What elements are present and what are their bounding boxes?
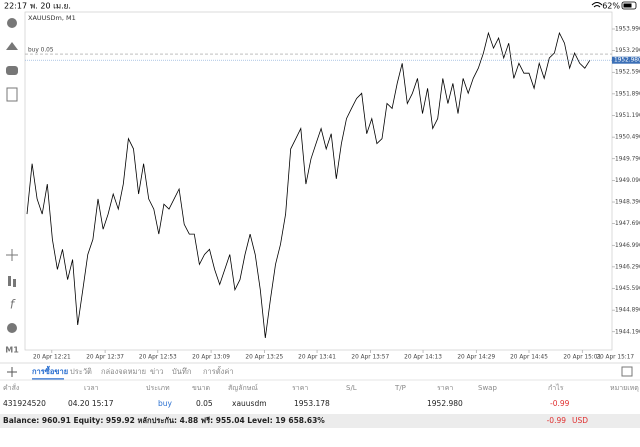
objects-icon[interactable] (7, 323, 17, 333)
column-header: S/L (346, 384, 357, 392)
x-tick-label: 20 Apr 13:25 (245, 355, 283, 361)
timeframe[interactable]: M1 (5, 346, 19, 355)
x-tick-label: 20 Apr 14:29 (457, 355, 495, 361)
column-header: สัญลักษณ์ (228, 384, 258, 392)
y-tick-label: 1951.190 (615, 113, 640, 119)
y-tick-label: 1946.990 (615, 243, 640, 249)
cell-symbol: xauusdm (232, 399, 267, 408)
status-date: พ. 20 เม.ย. (30, 2, 71, 11)
tab[interactable]: การซื้อขาย (32, 365, 68, 376)
y-tick-label: 1945.590 (615, 286, 640, 292)
y-tick-label: 1946.290 (615, 264, 640, 270)
column-header: คำสั่ง (3, 383, 19, 392)
tab[interactable]: ข่าว (150, 367, 164, 376)
battery-fill (623, 3, 632, 8)
cell-profit: -0.99 (550, 399, 570, 408)
tab[interactable]: กล่องจดหมาย (101, 367, 146, 376)
column-header: Swap (478, 384, 497, 392)
plot: 1953.990 1953.290 1952.590 1951.890 1951.190… (25, 26, 640, 361)
bid-marker (612, 56, 640, 64)
cell-price: 1953.178 (294, 399, 330, 408)
x-tick-label: 20 Apr 14:13 (404, 355, 442, 361)
chart-symbol: XAUUSDm, M1 (28, 14, 76, 22)
order-label: buy 0.05 (28, 48, 54, 54)
column-header: ราคา (292, 384, 308, 392)
x-tick-label: 20 Apr 15:01 (563, 355, 601, 361)
column-header: หมายเหตุ (610, 384, 639, 392)
tab[interactable]: ประวัติ (70, 367, 92, 376)
battery-icon (621, 1, 637, 10)
new-order-icon[interactable] (6, 87, 18, 102)
x-tick-label: 20 Apr 13:57 (351, 355, 389, 361)
trade-icon[interactable] (6, 42, 18, 50)
crosshair-icon[interactable] (6, 249, 18, 261)
y-tick-label: 1952.590 (615, 70, 640, 76)
tabs: การซื้อขาย ประวัติ กล่องจดหมาย ข่าว บันทึก กา… (32, 365, 234, 380)
x-tick-label: 20 Apr 12:37 (86, 355, 124, 361)
cell-type: buy (158, 399, 173, 408)
y-tick-label: 1950.490 (615, 135, 640, 141)
column-header: กำไร (548, 383, 564, 392)
cell-time: 04.20 15:17 (68, 399, 114, 408)
indicators-icon[interactable]: f (10, 298, 16, 312)
account-icon[interactable] (7, 18, 17, 28)
column-header: ประเภท (146, 384, 170, 392)
tab[interactable]: บันทึก (172, 367, 191, 376)
wifi-icon (591, 2, 603, 8)
expand-icon[interactable] (621, 366, 633, 377)
y-tick-label: 1947.690 (615, 221, 640, 227)
column-header: ขนาด (192, 384, 210, 392)
y-tick-label: 1944.190 (615, 329, 640, 335)
bid-label: 1952.980 (614, 58, 640, 64)
cell-current: 1952.980 (427, 399, 463, 408)
y-tick-label: 1953.290 (615, 48, 640, 54)
column-header: T/P (394, 384, 406, 392)
x-tick-label: 20 Apr 13:41 (298, 355, 336, 361)
y-tick-label: 1949.790 (615, 156, 640, 162)
column-header: เวลา (84, 384, 99, 392)
price-line (26, 31, 591, 339)
add-icon[interactable] (7, 367, 17, 377)
y-tick-label: 1944.890 (615, 308, 640, 314)
x-tick-label: 20 Apr 14:45 (510, 355, 548, 361)
cell-order: 431924520 (3, 399, 46, 408)
total-profit: -0.99 (547, 416, 567, 425)
y-tick-label: 1953.990 (615, 26, 640, 32)
x-tick-label: 20 Apr 15:17 (596, 355, 634, 361)
account-summary: Balance: 960.91 Equity: 959.92 หลักประกั… (3, 416, 325, 425)
footer-bar (0, 414, 640, 428)
status-time: 22:17 (4, 2, 27, 11)
currency: USD (572, 416, 588, 425)
x-tick-label: 20 Apr 12:21 (33, 355, 71, 361)
tab[interactable]: การตั้งค่า (203, 366, 234, 376)
x-tick-label: 20 Apr 12:53 (139, 355, 177, 361)
y-tick-label: 1951.890 (615, 91, 640, 97)
battery-level: 62% (602, 2, 620, 11)
cell-size: 0.05 (196, 399, 213, 408)
chart-type-icon[interactable] (8, 276, 11, 286)
y-tick-label: 1948.390 (615, 200, 640, 206)
chart-frame (24, 11, 613, 351)
column-header: ราคา (437, 384, 453, 392)
orders-table: คำสั่ง เวลา ประเภท ขนาด สัญลักษณ์ ราคา S/L T/P ร… (3, 383, 639, 408)
chart-type-icon-2[interactable] (13, 279, 16, 287)
chat-icon[interactable] (6, 66, 18, 75)
y-tick-label: 1949.090 (615, 178, 640, 184)
x-tick-label: 20 Apr 13:09 (192, 355, 230, 361)
left-toolbar: f (6, 18, 18, 333)
